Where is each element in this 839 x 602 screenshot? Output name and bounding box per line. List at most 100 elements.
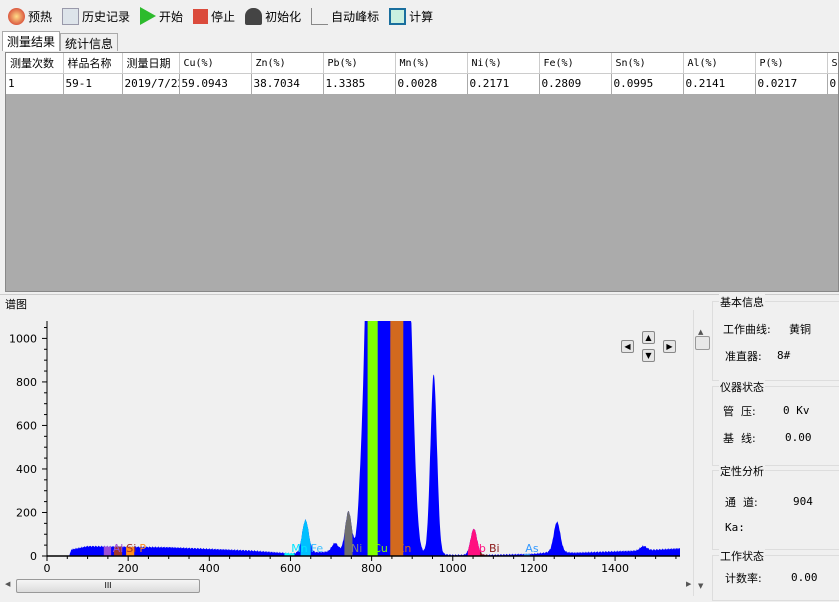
initialize-icon [245,7,263,25]
column-header[interactable]: 测量日期 [122,53,180,74]
element-label-bi: Bi [489,542,500,555]
collimator-value: 8# [777,349,791,362]
x-tick-label: 1200 [520,562,548,575]
spectrum-title: 谱图 [5,298,27,311]
table-cell: 0.2171 [467,73,540,94]
column-header[interactable]: Fe(%) [539,53,612,74]
table-cell: 0.2809 [539,73,612,94]
divider [0,294,839,295]
x-tick-label: 1400 [601,562,629,575]
preheat-button[interactable]: 预热 [8,4,56,28]
history-icon [62,7,80,25]
channel-label: 通 道: [725,496,758,509]
scroll-down-icon[interactable]: ▼ [698,582,704,590]
vertical-scroll-thumb[interactable] [695,336,710,350]
element-label-pb: Pb [472,542,486,555]
spectrum-chart[interactable]: 0 200 400 600 800 1000 1200 1400 0 200 400 600 800 10… [0,310,697,580]
column-header[interactable]: Ni(%) [467,53,540,74]
table-cell: 0. [827,73,838,94]
element-band-cu [367,321,378,556]
column-header[interactable]: P(%) [755,53,828,74]
tube-label: 管 压: [723,405,756,418]
column-header[interactable]: Sn(%) [611,53,684,74]
group-title: 基本信息 [719,294,765,310]
element-label-cu: Cu [373,542,388,555]
play-icon [140,7,157,25]
history-label: 历史记录 [82,9,131,24]
element-label-zn: Zn [397,542,412,555]
history-button[interactable]: 历史记录 [62,4,134,28]
element-label-al: Al [113,542,124,555]
stop-button[interactable]: 停止 [193,4,239,28]
calculate-button[interactable]: 计算 [389,4,437,28]
element-band-si [113,546,123,556]
stop-icon [193,8,209,24]
element-label-mn: Mn [291,542,307,555]
group-title: 仪器状态 [719,379,765,395]
x-tick-label: 0 [44,562,51,575]
element-band-al [103,545,112,556]
pan-up-button[interactable]: ▲ [642,331,655,344]
y-tick-label: 400 [16,463,37,476]
start-button[interactable]: 开始 [140,4,187,28]
tab-statistics[interactable]: 统计信息 [60,33,119,51]
y-tick-label: 800 [16,376,37,389]
column-header[interactable]: Al(%) [683,53,756,74]
element-label-as: As [525,542,539,555]
auto-peak-label: 自动峰标 [331,9,380,24]
column-header[interactable]: 测量次数 [6,53,64,74]
table-cell: 2019/7/22 [122,73,180,94]
start-label: 开始 [159,9,184,24]
table-cell: 1 [6,73,64,94]
element-label-ni: Ni [351,542,362,555]
column-header[interactable]: Zn(%) [251,53,324,74]
y-tick-label: 0 [30,550,37,563]
initialize-label: 初始化 [265,9,302,24]
stop-label: 停止 [211,9,236,24]
element-band-pb [467,528,480,556]
group-title: 定性分析 [719,463,765,479]
auto-peak-button[interactable]: 自动峰标 [311,4,383,28]
y-tick-label: 1000 [9,332,37,345]
tab-results[interactable]: 测量结果 [2,31,61,51]
pan-down-button[interactable]: ▼ [642,349,655,362]
basic-info-group: 基本信息 工作曲线: 黄铜 准直器: 8# [712,294,839,381]
initialize-button[interactable]: 初始化 [245,4,305,28]
element-band-p [126,545,135,556]
element-band-fe [300,519,311,556]
calculator-icon [389,7,407,25]
pan-right-button[interactable]: ▶ [663,340,676,353]
table-cell: 0.0028 [395,73,468,94]
instrument-status-group: 仪器状态 管 压: 0 Kv 基 线: 0.00 [712,379,839,466]
column-header[interactable]: Mn(%) [395,53,468,74]
work-status-group: 工作状态 计数率: 0.00 [712,548,839,601]
element-band-ni [344,510,353,556]
x-tick-label: 400 [199,562,220,575]
pan-left-button[interactable]: ◀ [621,340,634,353]
tube-value: 0 Kv [783,404,810,417]
table-cell: 0.0995 [611,73,684,94]
scroll-left-icon[interactable]: ◀ [5,580,11,588]
element-label-si: Si [126,542,136,555]
column-header[interactable]: S [827,53,838,74]
column-header[interactable]: Cu(%) [179,53,252,74]
group-title: 工作状态 [719,548,765,564]
column-header[interactable]: 样品名称 [63,53,123,74]
horizontal-scrollbar[interactable]: ◀ III ▶ [0,578,697,595]
scroll-up-icon[interactable]: ▲ [698,328,704,336]
qualitative-analysis-group: 定性分析 通 道: 904 Ka: [712,463,839,550]
collimator-label: 准直器: [725,350,762,363]
y-tick-label: 600 [16,419,37,432]
horizontal-scroll-thumb[interactable]: III [16,579,200,593]
scroll-right-icon[interactable]: ▶ [686,580,692,588]
element-label-fe: Fe [311,542,324,555]
table-cell: 1.3385 [323,73,396,94]
count-rate-value: 0.00 [791,571,818,584]
vertical-scrollbar[interactable]: ▲ ▼ [693,310,711,596]
results-grid: 测量次数 样品名称 测量日期 Cu(%) Zn(%) Pb(%) Mn(%) Ni(%) Fe(… [5,52,839,292]
tab-bar: 测量结果 统计信息 [2,31,119,52]
x-tick-label: 200 [118,562,139,575]
table-row[interactable]: 1 59-1 2019/7/22 59.0943 38.7034 1.3385 0.0028… [6,73,838,94]
column-header[interactable]: Pb(%) [323,53,396,74]
table-cell: 59.0943 [179,73,252,94]
